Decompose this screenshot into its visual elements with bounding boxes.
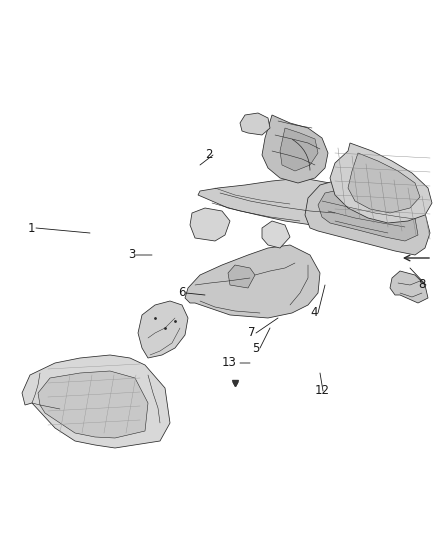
Polygon shape bbox=[228, 265, 255, 288]
Polygon shape bbox=[348, 153, 420, 213]
Text: 5: 5 bbox=[252, 342, 259, 354]
Polygon shape bbox=[185, 245, 320, 318]
Polygon shape bbox=[390, 271, 428, 303]
Polygon shape bbox=[38, 371, 148, 438]
Text: 7: 7 bbox=[248, 327, 255, 340]
Polygon shape bbox=[22, 355, 170, 448]
Text: 6: 6 bbox=[178, 287, 186, 300]
Text: 2: 2 bbox=[205, 149, 212, 161]
Text: 8: 8 bbox=[418, 279, 425, 292]
Polygon shape bbox=[198, 178, 360, 228]
Text: 1: 1 bbox=[28, 222, 35, 235]
Text: 3: 3 bbox=[128, 248, 135, 262]
Polygon shape bbox=[330, 143, 432, 223]
Polygon shape bbox=[138, 301, 188, 358]
Polygon shape bbox=[305, 175, 430, 255]
Polygon shape bbox=[240, 113, 270, 135]
Text: 12: 12 bbox=[315, 384, 330, 398]
Polygon shape bbox=[262, 221, 290, 248]
Polygon shape bbox=[318, 188, 418, 241]
Text: 13: 13 bbox=[222, 357, 237, 369]
Polygon shape bbox=[280, 128, 318, 171]
Polygon shape bbox=[190, 208, 230, 241]
Text: 4: 4 bbox=[310, 306, 318, 319]
Polygon shape bbox=[262, 115, 328, 183]
